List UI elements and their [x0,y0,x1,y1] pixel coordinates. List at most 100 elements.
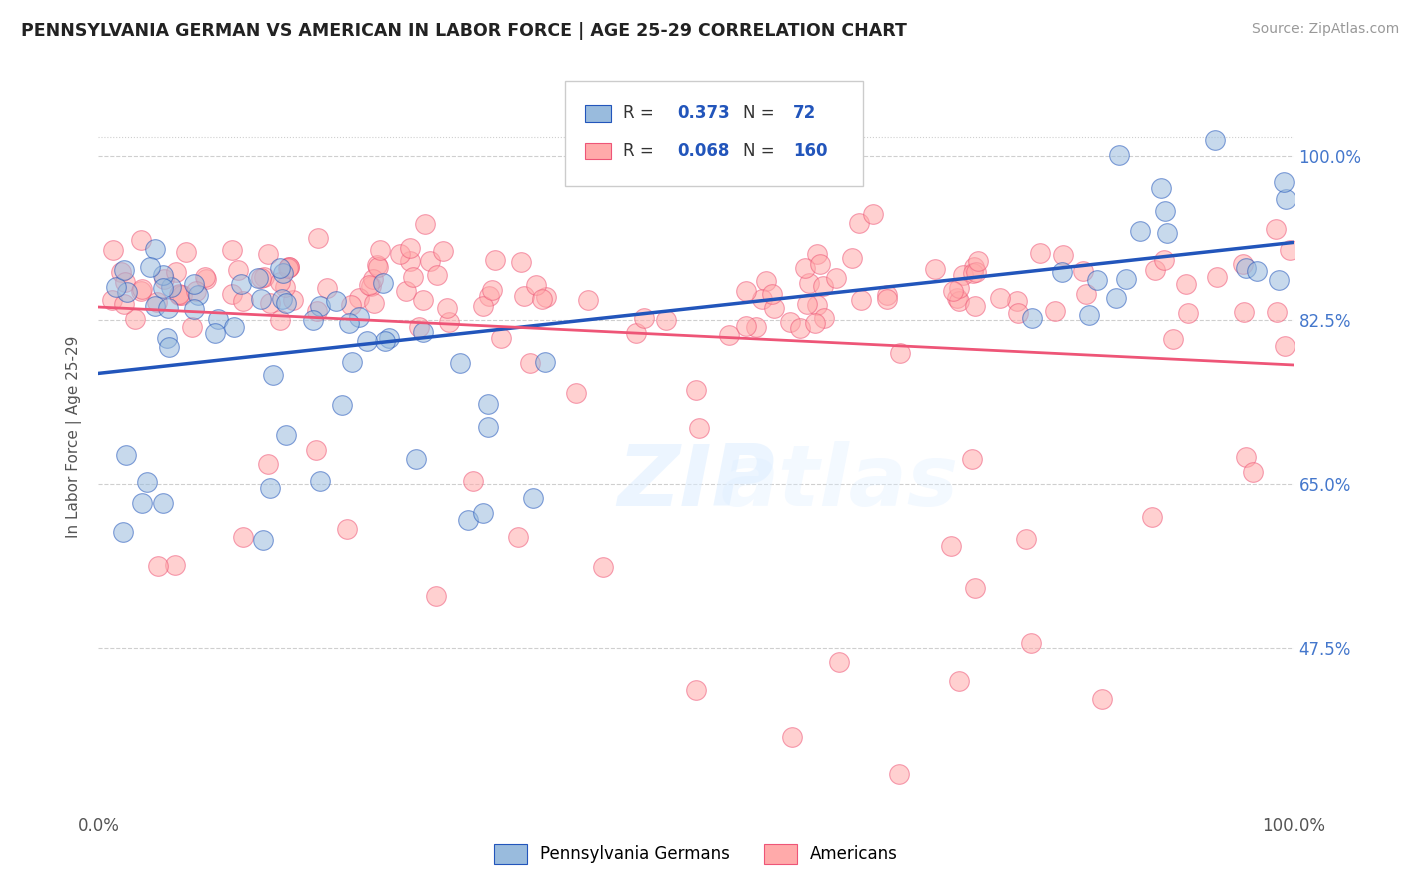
FancyBboxPatch shape [585,105,612,121]
Point [477,397,499,411]
Point [745,320,768,334]
Point [347,291,370,305]
Point [799,276,821,290]
Point [105,280,128,294]
Point [734,318,756,333]
Text: Source: ZipAtlas.com: Source: ZipAtlas.com [1251,22,1399,37]
Point [232,530,254,544]
Y-axis label: In Labor Force | Age 25-29: In Labor Force | Age 25-29 [66,336,83,538]
Point [1267,273,1289,287]
Point [131,282,153,296]
Point [449,356,471,370]
Point [1115,272,1137,286]
Point [340,297,363,311]
Point [336,522,359,536]
Point [246,270,269,285]
Point [688,420,710,434]
Point [948,281,970,295]
Point [779,315,801,329]
Point [325,293,347,308]
Point [685,683,707,698]
Point [253,269,276,284]
Point [717,328,740,343]
Point [129,284,152,298]
Point [1205,270,1227,285]
Point [1150,181,1173,195]
Point [825,271,848,285]
Point [436,301,458,315]
Point [761,287,783,301]
Point [274,428,297,442]
Point [592,560,614,574]
Point [806,247,828,261]
Point [534,290,557,304]
Point [204,326,226,341]
Text: R =: R = [623,142,654,160]
Point [848,216,870,230]
Point [174,245,197,260]
Point [114,448,136,462]
Point [112,263,135,277]
Point [889,767,911,781]
Point [1019,636,1042,650]
Point [111,524,134,539]
Point [1144,263,1167,277]
Point [131,496,153,510]
Point [1078,308,1101,322]
Point [281,293,304,308]
Point [357,278,380,293]
Point [277,260,299,274]
Point [889,345,911,359]
Point [305,304,328,318]
Point [1153,252,1175,267]
Point [1234,261,1257,276]
Point [1076,286,1098,301]
Point [148,558,170,573]
Point [347,310,370,324]
Point [1275,192,1298,206]
Point [1177,306,1199,320]
Text: PENNSYLVANIA GERMAN VS AMERICAN IN LABOR FORCE | AGE 25-29 CORRELATION CHART: PENNSYLVANIA GERMAN VS AMERICAN IN LABOR… [21,22,907,40]
Point [576,293,599,308]
Point [1234,450,1257,464]
Point [257,457,280,471]
Point [522,491,544,505]
Point [1007,293,1029,308]
Point [271,292,294,306]
Point [405,451,427,466]
Point [457,512,479,526]
Point [269,313,291,327]
Point [946,291,969,305]
Point [143,242,166,256]
Point [101,293,124,308]
Point [402,270,425,285]
Point [250,292,273,306]
Point [763,301,786,315]
Point [530,292,553,306]
Point [524,278,547,293]
Point [1104,291,1126,305]
Point [942,284,965,298]
Point [1085,273,1108,287]
Point [367,260,389,274]
Point [1091,692,1114,706]
Point [1232,305,1254,319]
Point [337,316,360,330]
Point [330,398,353,412]
Point [484,252,506,267]
Point [1154,203,1177,218]
Point [226,263,249,277]
Point [793,260,815,275]
Point [654,313,676,327]
Point [804,317,827,331]
Point [1241,466,1264,480]
Text: 72: 72 [793,104,815,122]
Point [412,326,434,340]
Point [780,730,803,744]
Point [965,265,987,279]
Point [160,280,183,294]
Point [153,272,176,286]
Point [309,299,332,313]
Point [1021,310,1043,325]
Point [534,355,557,369]
